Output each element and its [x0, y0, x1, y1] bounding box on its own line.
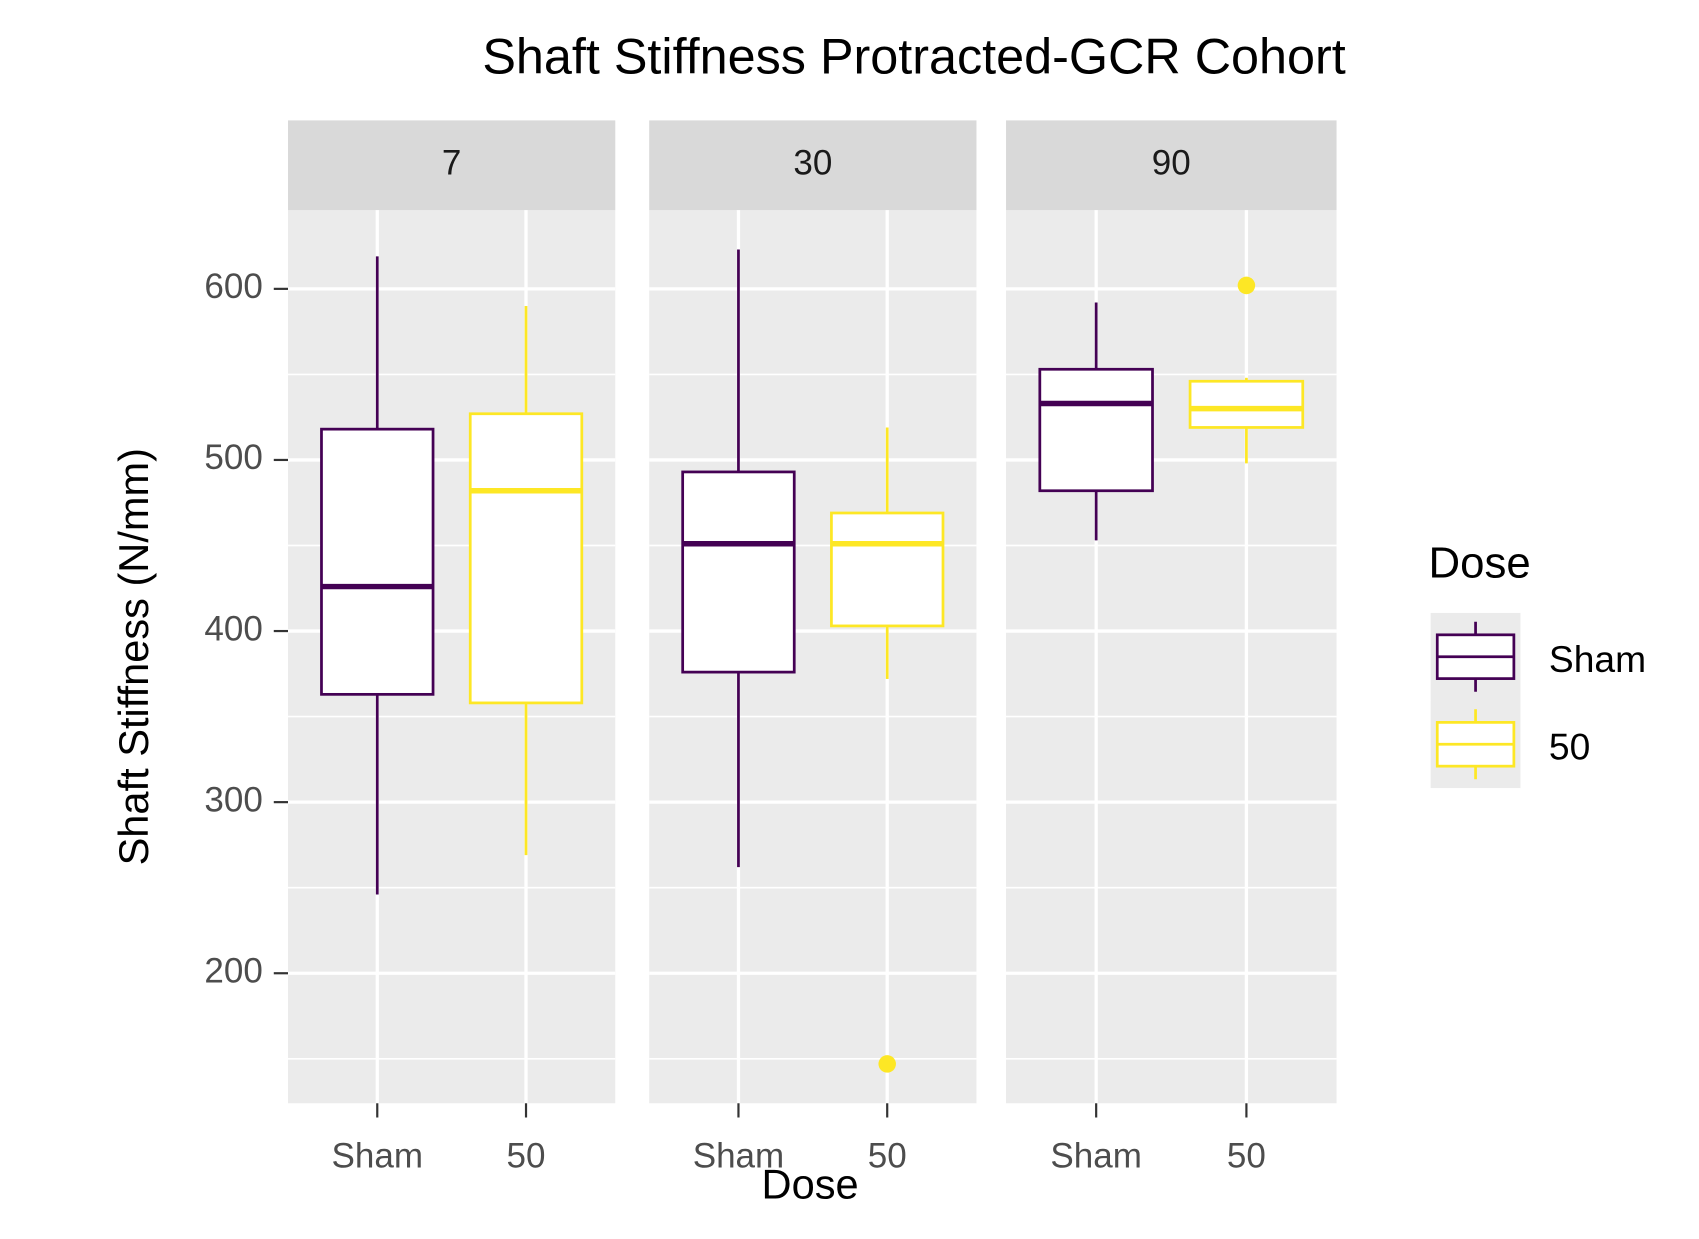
y-axis-label: Shaft Stiffness (N/mm)	[110, 448, 157, 865]
x-tick-label: 50	[1227, 1136, 1266, 1175]
facet-label: 7	[442, 144, 461, 183]
facet-strip	[1006, 120, 1337, 211]
box	[1038, 367, 1154, 493]
x-tick-label: Sham	[1050, 1136, 1141, 1175]
x-tick-label: 50	[507, 1136, 546, 1175]
box	[681, 470, 796, 674]
facet-strip	[288, 120, 616, 211]
y-tick-label: 200	[204, 951, 262, 990]
facet-label: 90	[1152, 144, 1191, 183]
facet-strip	[649, 120, 977, 211]
x-tick-label: Sham	[693, 1136, 784, 1175]
outlier	[878, 1055, 896, 1073]
box	[1188, 379, 1305, 429]
facet-label: 30	[793, 144, 832, 183]
legend-title: Dose	[1429, 538, 1531, 587]
outlier	[1237, 276, 1256, 295]
legend-label: 50	[1549, 726, 1590, 768]
y-tick-label: 600	[204, 267, 262, 306]
x-axis-label: Dose	[762, 1161, 859, 1208]
y-tick-label: 300	[204, 780, 262, 819]
legend-label: Sham	[1549, 638, 1646, 680]
box	[830, 511, 945, 628]
x-tick-label: 50	[868, 1136, 907, 1175]
x-tick-label: Sham	[332, 1136, 423, 1175]
y-tick-label: 400	[204, 609, 262, 648]
panel-background	[1006, 210, 1337, 1104]
box	[468, 412, 584, 705]
chart-title: Shaft Stiffness Protracted-GCR Cohort	[482, 27, 1345, 84]
box	[320, 427, 435, 696]
y-tick-label: 500	[204, 438, 262, 477]
